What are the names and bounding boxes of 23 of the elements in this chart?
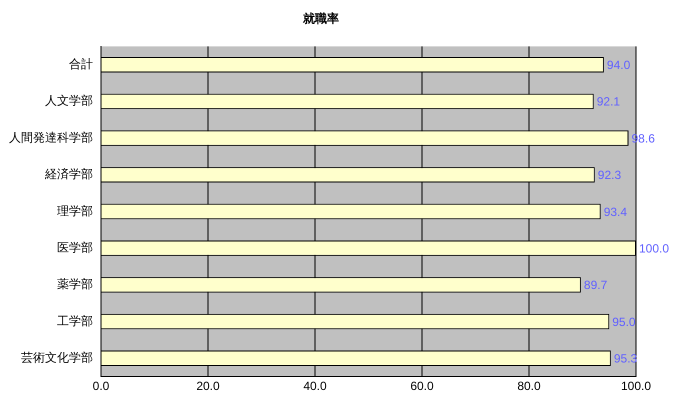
y-tick-label: 経済学部 [44,167,93,182]
x-tick-label: 40.0 [303,379,327,394]
data-label: 92.3 [598,168,622,182]
data-label: 94.0 [606,58,631,72]
x-tick-label: 20.0 [196,379,220,394]
chart-title: 就職率 [302,12,339,26]
data-label: 89.7 [584,278,608,292]
x-tick-label: 100.0 [620,379,652,394]
data-label: 93.4 [604,204,628,219]
x-tick-label: 60.0 [410,379,434,394]
data-label: 95.0 [612,314,636,329]
y-tick-label: 薬学部 [57,277,93,292]
x-tick-label: 0.0 [92,379,110,394]
y-tick-label: 人文学部 [45,94,93,108]
data-label: 100.0 [639,242,670,256]
x-tick-label: 80.0 [517,379,541,394]
data-label: 92.1 [596,94,620,109]
y-tick-label: 合計 [69,57,93,72]
y-tick-label: 人間発達科学部 [9,130,93,144]
y-tick-label: 工学部 [57,314,93,328]
y-tick-label: 医学部 [57,240,93,254]
y-tick-label: 理学部 [57,204,93,218]
y-tick-label: 芸術文化学部 [21,350,93,365]
